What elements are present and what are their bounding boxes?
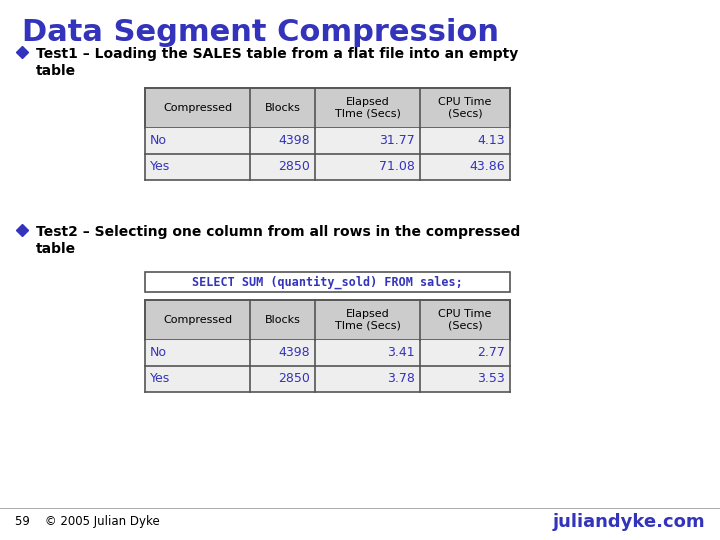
- Text: Elapsed
TIme (Secs): Elapsed TIme (Secs): [335, 97, 400, 119]
- Text: Elapsed
TIme (Secs): Elapsed TIme (Secs): [335, 309, 400, 331]
- Text: 31.77: 31.77: [379, 134, 415, 147]
- Text: Blocks: Blocks: [264, 315, 300, 325]
- Text: CPU Time
(Secs): CPU Time (Secs): [438, 309, 492, 331]
- Text: 3.53: 3.53: [477, 373, 505, 386]
- Text: No: No: [150, 347, 167, 360]
- Text: Compressed: Compressed: [163, 315, 232, 325]
- Bar: [145, 300, 510, 340]
- Text: SELECT SUM (quantity_sold) FROM sales;: SELECT SUM (quantity_sold) FROM sales;: [192, 275, 463, 289]
- Text: 4398: 4398: [279, 347, 310, 360]
- Text: 2850: 2850: [278, 160, 310, 173]
- Text: juliandyke.com: juliandyke.com: [552, 513, 705, 531]
- Text: Test2 – Selecting one column from all rows in the compressed
table: Test2 – Selecting one column from all ro…: [36, 225, 521, 256]
- Text: Compressed: Compressed: [163, 103, 232, 113]
- Bar: [145, 88, 510, 128]
- Text: 3.41: 3.41: [387, 347, 415, 360]
- Bar: [145, 154, 510, 180]
- Text: 71.08: 71.08: [379, 160, 415, 173]
- Bar: [145, 366, 510, 392]
- Text: CPU Time
(Secs): CPU Time (Secs): [438, 97, 492, 119]
- Text: 4398: 4398: [279, 134, 310, 147]
- Text: 43.86: 43.86: [469, 160, 505, 173]
- Text: Blocks: Blocks: [264, 103, 300, 113]
- Bar: [145, 128, 510, 154]
- Bar: [145, 272, 510, 292]
- Text: Yes: Yes: [150, 373, 170, 386]
- Text: 2.77: 2.77: [477, 347, 505, 360]
- Text: Yes: Yes: [150, 160, 170, 173]
- Text: Data Segment Compression: Data Segment Compression: [22, 18, 499, 47]
- Text: 59    © 2005 Julian Dyke: 59 © 2005 Julian Dyke: [15, 516, 160, 529]
- Text: 4.13: 4.13: [477, 134, 505, 147]
- Text: 3.78: 3.78: [387, 373, 415, 386]
- Text: 2850: 2850: [278, 373, 310, 386]
- Bar: [145, 340, 510, 366]
- Text: Test1 – Loading the SALES table from a flat file into an empty
table: Test1 – Loading the SALES table from a f…: [36, 47, 518, 78]
- Text: No: No: [150, 134, 167, 147]
